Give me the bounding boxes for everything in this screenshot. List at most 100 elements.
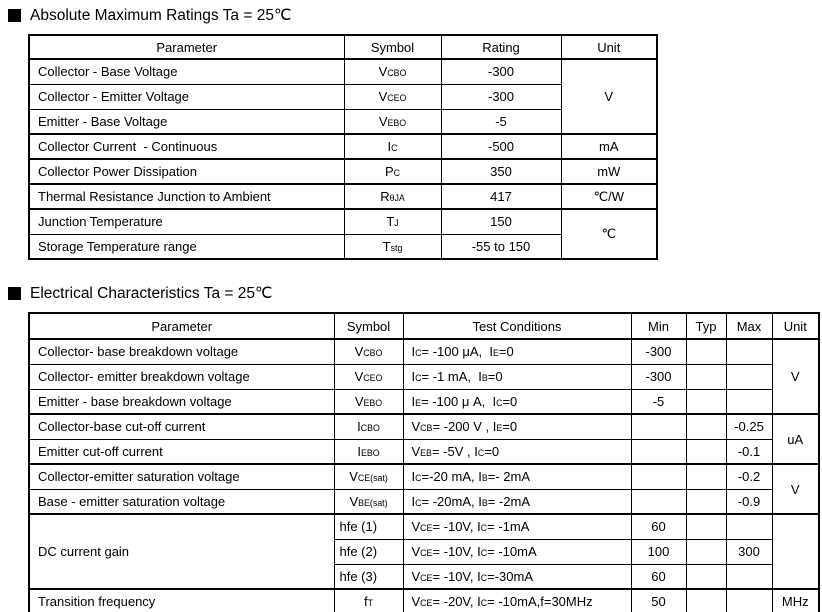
- unit-cell: mW: [560, 158, 658, 185]
- param-cell: Emitter - base breakdown voltage: [28, 388, 335, 415]
- abs-max-table: Parameter Symbol Rating Unit Collector -…: [28, 34, 658, 260]
- table-row: Collector - Emitter Voltage VCEO -300: [28, 83, 657, 110]
- cond-cell: VCE= -10V, IC= -10mA: [402, 538, 632, 565]
- symbol-header: Symbol: [343, 34, 442, 60]
- param-cell: Storage Temperature range: [28, 233, 345, 260]
- cond-cell: IC=-20 mA, IB=- 2mA: [402, 463, 632, 490]
- abs-max-title-text: Absolute Maximum Ratings Ta = 25℃: [30, 7, 292, 24]
- min-cell: 60: [630, 513, 687, 540]
- min-cell: [630, 488, 687, 515]
- table-row: Emitter - base breakdown voltage VEBO IE…: [28, 388, 819, 415]
- min-header: Min: [630, 312, 687, 340]
- table-row: Collector - Base Voltage VCBO -300 V: [28, 58, 658, 135]
- table-row: Collector-emitter saturation voltage VCE…: [28, 463, 820, 515]
- typ-cell: [685, 538, 727, 565]
- parameter-header: Parameter: [28, 312, 335, 340]
- typ-cell: [685, 388, 727, 415]
- table-row: Collector- emitter breakdown voltage VCE…: [28, 363, 819, 390]
- symbol-cell: VEBO: [333, 388, 404, 415]
- typ-cell: [685, 413, 727, 440]
- bullet-square-icon: [8, 287, 21, 300]
- typ-header: Typ: [685, 312, 727, 340]
- table-header-row: Parameter Symbol Test Conditions Min Typ…: [28, 312, 820, 340]
- unit-cell: V: [771, 463, 820, 515]
- max-cell: [725, 563, 773, 590]
- bullet-square-icon: [8, 9, 21, 22]
- typ-cell: [685, 438, 727, 465]
- max-cell: [725, 363, 773, 390]
- table-row: Base - emitter saturation voltage VBE(sa…: [28, 488, 819, 515]
- rating-cell: -300: [440, 83, 562, 110]
- rating-header: Rating: [440, 34, 562, 60]
- param-cell: Thermal Resistance Junction to Ambient: [28, 183, 345, 210]
- max-cell: [725, 338, 773, 365]
- cond-cell: IC= -100 μA, IE=0: [402, 338, 632, 365]
- cond-cell: IC= -1 mA, IB=0: [402, 363, 632, 390]
- unit-cell: ℃: [560, 208, 658, 260]
- abs-max-section-title: Absolute Maximum Ratings Ta = 25℃: [8, 6, 822, 25]
- elec-section-title: Electrical Characteristics Ta = 25℃: [8, 284, 822, 303]
- elec-title-text: Electrical Characteristics Ta = 25℃: [30, 285, 273, 302]
- min-cell: 50: [630, 588, 687, 612]
- max-cell: 300: [725, 538, 773, 565]
- typ-cell: [685, 588, 727, 612]
- symbol-cell: VEBO: [343, 108, 442, 135]
- unit-header: Unit: [771, 312, 820, 340]
- param-cell: Collector-base cut-off current: [28, 413, 335, 440]
- typ-cell: [685, 563, 727, 590]
- datasheet-page: Absolute Maximum Ratings Ta = 25℃ Parame…: [0, 6, 822, 612]
- param-cell: Transition frequency: [28, 588, 335, 612]
- symbol-cell: IC: [343, 133, 442, 160]
- table-header-row: Parameter Symbol Rating Unit: [28, 34, 658, 60]
- unit-cell: uA: [771, 413, 820, 465]
- symbol-cell: VCBO: [333, 338, 404, 365]
- typ-cell: [685, 338, 727, 365]
- cond-cell: VCB= -200 V , IE=0: [402, 413, 632, 440]
- cond-cell: IE= -100 μ A, IC=0: [402, 388, 632, 415]
- min-cell: 100: [630, 538, 687, 565]
- unit-cell: V: [560, 58, 658, 135]
- symbol-cell: VCEO: [333, 363, 404, 390]
- symbol-cell: RθJA: [343, 183, 442, 210]
- rating-cell: 417: [440, 183, 562, 210]
- rating-cell: -55 to 150: [440, 233, 562, 260]
- unit-cell: MHz: [771, 588, 820, 612]
- param-cell: Collector Power Dissipation: [28, 158, 345, 185]
- max-cell: -0.1: [725, 438, 773, 465]
- min-cell: [630, 413, 687, 440]
- symbol-cell: Tstg: [343, 233, 442, 260]
- unit-header: Unit: [560, 34, 658, 60]
- min-cell: -300: [630, 363, 687, 390]
- typ-cell: [685, 488, 727, 515]
- max-cell: [725, 388, 773, 415]
- test-conditions-header: Test Conditions: [402, 312, 632, 340]
- rating-cell: -5: [440, 108, 562, 135]
- max-header: Max: [725, 312, 773, 340]
- symbol-cell: hfe (2): [333, 538, 404, 565]
- elec-table: Parameter Symbol Test Conditions Min Typ…: [28, 312, 820, 612]
- rating-cell: -500: [440, 133, 562, 160]
- param-cell: Collector Current - Continuous: [28, 133, 345, 160]
- table-row: Collector Current - Continuous IC -500 m…: [28, 133, 658, 160]
- min-cell: -5: [630, 388, 687, 415]
- param-cell: Collector- base breakdown voltage: [28, 338, 335, 365]
- param-cell: Emitter - Base Voltage: [28, 108, 345, 135]
- max-cell: -0.9: [725, 488, 773, 515]
- min-cell: [630, 438, 687, 465]
- max-cell: [725, 588, 773, 612]
- param-cell: Collector-emitter saturation voltage: [28, 463, 335, 490]
- max-cell: -0.2: [725, 463, 773, 490]
- cond-cell: IC= -20mA, IB= -2mA: [402, 488, 632, 515]
- unit-cell: V: [771, 338, 820, 415]
- rating-cell: -300: [440, 58, 562, 85]
- min-cell: 60: [630, 563, 687, 590]
- cond-cell: VCE= -10V, IC= -1mA: [402, 513, 632, 540]
- unit-cell: mA: [560, 133, 658, 160]
- table-row: Collector-base cut-off current ICBO VCB=…: [28, 413, 820, 465]
- rating-cell: 350: [440, 158, 562, 185]
- symbol-cell: VCBO: [343, 58, 442, 85]
- param-cell: Base - emitter saturation voltage: [28, 488, 335, 515]
- symbol-header: Symbol: [333, 312, 404, 340]
- typ-cell: [685, 363, 727, 390]
- cond-cell: VCE= -10V, IC=-30mA: [402, 563, 632, 590]
